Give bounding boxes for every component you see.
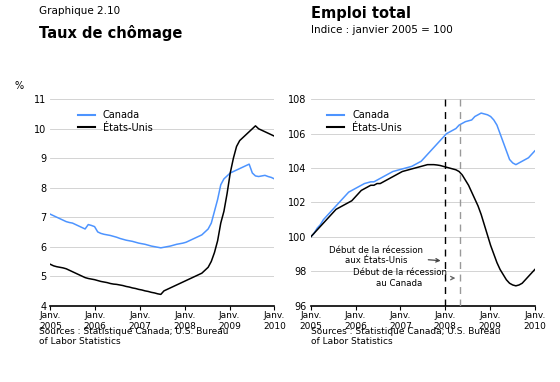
Text: Emploi total: Emploi total <box>311 6 411 21</box>
Text: Graphique 2.10: Graphique 2.10 <box>39 6 120 16</box>
Legend: Canada, États-Unis: Canada, États-Unis <box>327 110 402 133</box>
Text: Sources : Statistique Canada; U.S. Bureau
of Labor Statistics: Sources : Statistique Canada; U.S. Burea… <box>311 327 500 346</box>
Text: Indice : janvier 2005 = 100: Indice : janvier 2005 = 100 <box>311 25 452 35</box>
Text: Début de la récession
aux États-Unis: Début de la récession aux États-Unis <box>329 246 439 265</box>
Text: %: % <box>15 81 24 91</box>
Text: Début de la récession
au Canada: Début de la récession au Canada <box>352 269 454 288</box>
Text: Sources : Statistique Canada; U.S. Bureau
of Labor Statistics: Sources : Statistique Canada; U.S. Burea… <box>39 327 228 346</box>
Legend: Canada, États-Unis: Canada, États-Unis <box>78 110 153 133</box>
Text: Taux de chômage: Taux de chômage <box>39 25 183 41</box>
